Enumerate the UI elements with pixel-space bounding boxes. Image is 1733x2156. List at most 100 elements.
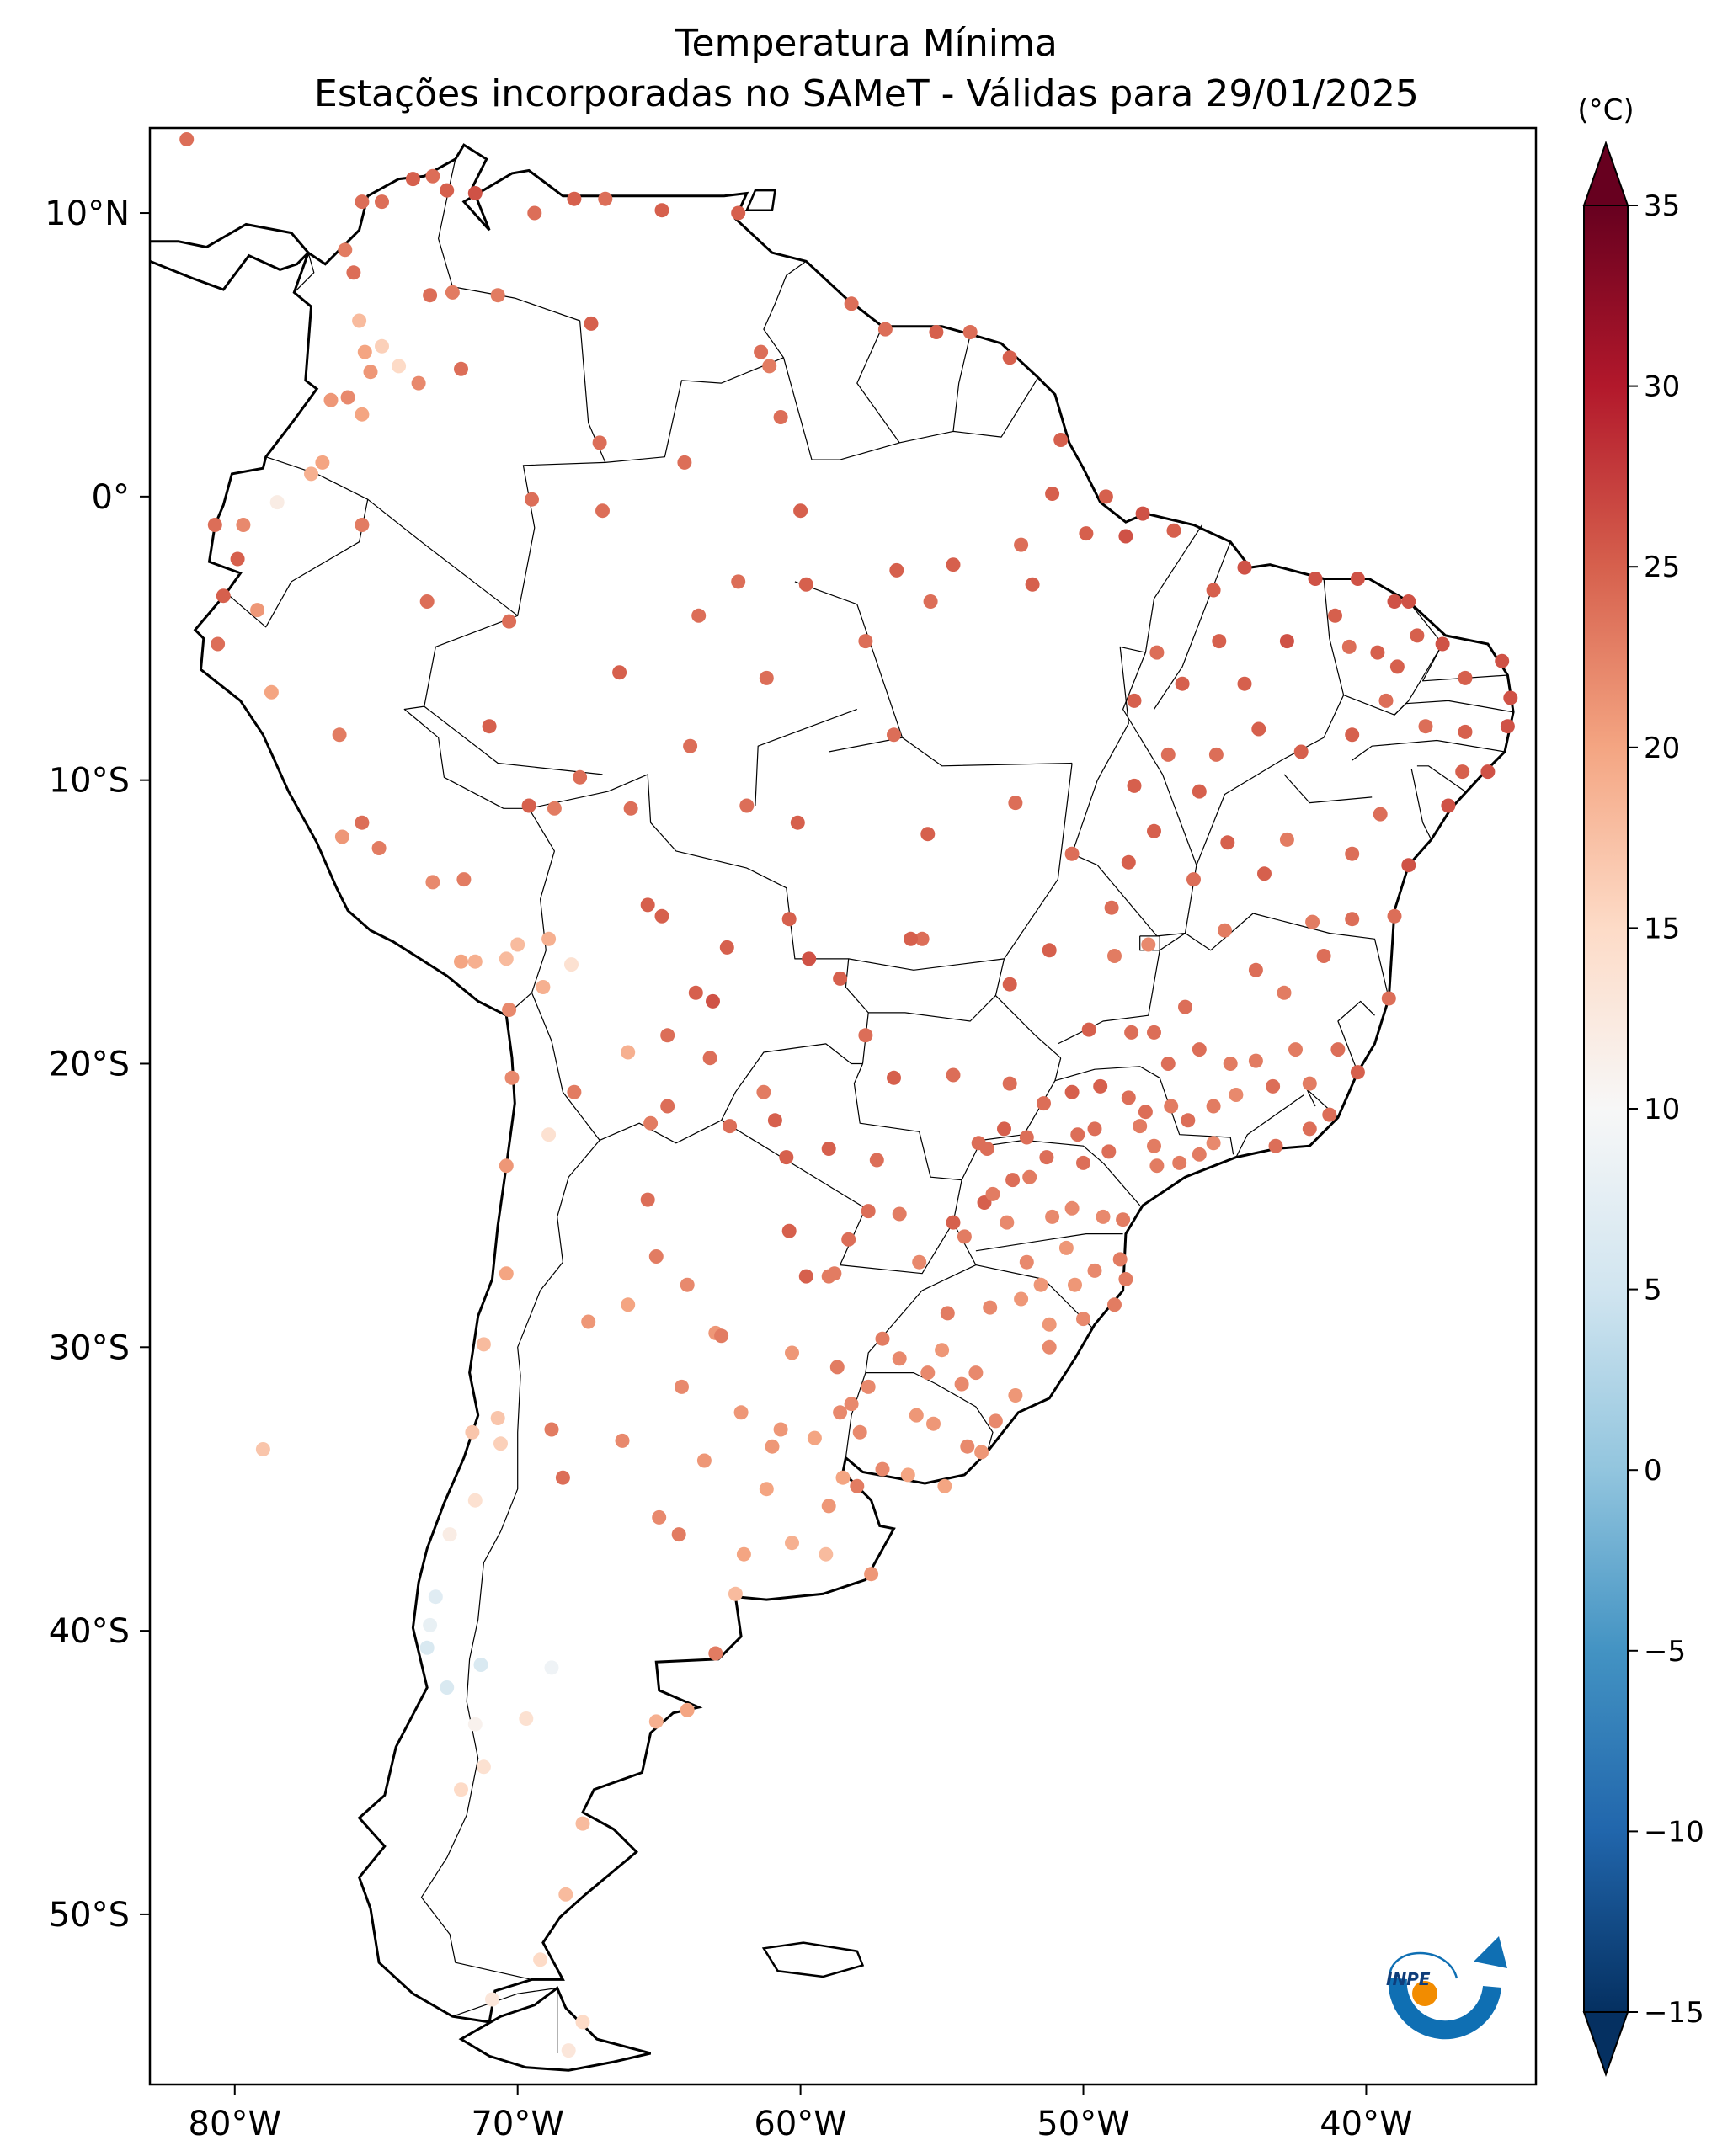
station-marker: [375, 338, 389, 354]
station-marker: [937, 1478, 952, 1493]
station-marker: [269, 495, 285, 510]
station-marker: [798, 1269, 813, 1284]
station-marker: [660, 1028, 675, 1043]
station-marker: [827, 1266, 842, 1281]
station-marker: [988, 1413, 1003, 1429]
station-marker: [1127, 693, 1142, 708]
logo-text: INPE: [1386, 1969, 1431, 1989]
station-marker: [1045, 1209, 1060, 1224]
station-marker: [357, 344, 372, 359]
station-marker: [1266, 1078, 1281, 1094]
boundary-line: [1185, 913, 1389, 999]
station-marker: [675, 1379, 689, 1394]
colorbar-ticks: 35 30 25 20 15 10 5 0 −5 −10 −15: [1628, 189, 1704, 2030]
station-marker: [355, 518, 370, 532]
station-marker: [1008, 1388, 1023, 1403]
boundary-line: [293, 253, 315, 293]
tierra-del-fuego: [458, 1986, 651, 2072]
station-marker: [731, 574, 746, 589]
station-marker: [1345, 912, 1360, 927]
map-title-line1: Temperatura Mínima: [675, 22, 1058, 65]
boundary-line: [868, 995, 996, 1022]
station-marker: [533, 1952, 548, 1967]
station-marker: [467, 1717, 483, 1732]
station-marker: [1293, 744, 1309, 759]
station-marker: [564, 957, 579, 972]
boundary-line: [1343, 601, 1443, 716]
station-marker: [654, 908, 669, 924]
station-marker: [1206, 583, 1221, 598]
station-marker: [660, 1099, 675, 1114]
station-marker: [983, 1300, 998, 1315]
boundary-line: [1235, 1094, 1304, 1158]
latitude-axis: 10°N 0° 10°S 20°S 30°S 40°S 50°S: [45, 194, 150, 1935]
longitude-tick-label: 50°W: [1037, 2105, 1129, 2143]
station-marker: [1087, 1121, 1102, 1137]
station-marker: [1316, 949, 1331, 963]
station-marker: [968, 1365, 984, 1381]
station-marker: [323, 392, 339, 407]
station-marker: [423, 1617, 438, 1632]
station-marker: [1127, 778, 1142, 793]
station-marker: [1149, 645, 1165, 660]
station-marker: [946, 1215, 961, 1230]
boundary-line: [452, 1987, 557, 2017]
station-marker: [482, 719, 497, 734]
station-marker: [1107, 1297, 1122, 1312]
station-marker: [793, 503, 808, 519]
station-marker: [887, 1070, 901, 1085]
trinidad-island: [744, 189, 776, 211]
station-marker: [887, 727, 901, 743]
station-marker: [785, 1345, 799, 1360]
station-marker: [1387, 908, 1402, 924]
station-marker: [802, 951, 817, 966]
station-marker: [833, 971, 848, 986]
logo-arrow: [1474, 1936, 1507, 1968]
station-marker: [1373, 807, 1388, 822]
station-marker: [900, 1467, 915, 1483]
station-marker: [940, 1306, 955, 1321]
station-marker: [1330, 1042, 1346, 1057]
station-marker: [1341, 639, 1357, 654]
station-marker: [1248, 962, 1263, 977]
station-marker: [1160, 747, 1176, 762]
latitude-tick-label: 0°: [92, 478, 130, 517]
station-marker: [1147, 1138, 1161, 1153]
station-marker: [1305, 914, 1320, 929]
station-marker: [1118, 529, 1133, 544]
station-marker: [858, 1028, 873, 1043]
station-marker: [1118, 1272, 1133, 1286]
station-marker: [502, 1003, 517, 1017]
station-marker: [1039, 1150, 1054, 1165]
station-marker: [527, 205, 542, 221]
station-marker: [340, 390, 355, 405]
station-marker: [493, 1436, 508, 1451]
boundary-line: [865, 1222, 977, 1373]
station-marker: [785, 1536, 799, 1551]
station-marker: [875, 1461, 890, 1477]
boundary-line: [367, 498, 519, 616]
station-marker: [1503, 690, 1518, 705]
station-marker: [1058, 1240, 1074, 1255]
station-marker: [1164, 1099, 1179, 1114]
station-marker: [392, 359, 407, 374]
station-marker: [1019, 1254, 1034, 1270]
station-marker: [1019, 1130, 1034, 1145]
station-marker: [1116, 1212, 1131, 1227]
station-marker: [861, 1204, 876, 1219]
boundary-line: [994, 763, 1073, 1059]
station-marker: [731, 205, 746, 221]
station-marker: [807, 1430, 822, 1445]
station-marker: [355, 407, 370, 422]
station-marker: [858, 634, 873, 649]
station-marker: [683, 738, 698, 753]
station-marker: [598, 191, 613, 206]
station-marker: [1458, 724, 1473, 739]
station-marker: [525, 492, 539, 507]
station-marker: [1135, 506, 1150, 521]
boundary-line: [1139, 935, 1160, 951]
station-marker: [1014, 537, 1029, 552]
station-marker: [1229, 1088, 1244, 1102]
station-marker: [1064, 1084, 1080, 1099]
station-marker: [1345, 846, 1360, 861]
